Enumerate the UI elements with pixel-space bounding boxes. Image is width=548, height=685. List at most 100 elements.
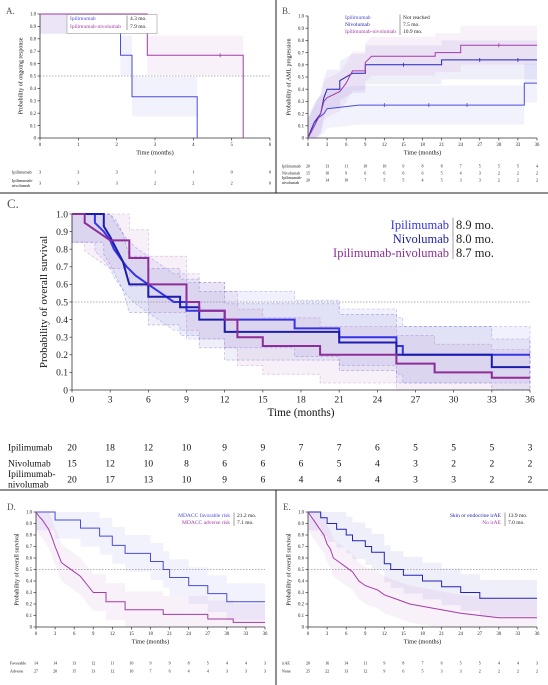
risk-value: 0 [231,169,233,174]
x-axis-title: Time (months) [132,638,169,645]
confidence-band [308,63,537,138]
risk-value: 8 [422,163,424,168]
risk-value: 9 [345,170,347,175]
y-tick-label: 0.2 [298,603,305,608]
risk-value: 4 [245,660,247,665]
x-tick-label: 1 [77,143,80,148]
risk-value: 2 [192,180,194,185]
risk-value: 13 [344,668,348,673]
y-tick-label: 0.6 [30,62,37,67]
risk-value: 9 [260,443,265,453]
risk-value: 5 [383,177,385,182]
x-tick-label: 12 [382,143,387,148]
risk-value: 16 [325,660,329,665]
x-tick-label: 30 [496,143,501,148]
risk-value: 27 [34,668,38,673]
series-line-1 [307,59,537,139]
risk-value: 6 [260,459,265,469]
risk-value: 5 [489,443,494,453]
risk-value: 14 [34,660,38,665]
risk-value: 10 [129,668,133,673]
y-tick-label: 0.5 [30,75,37,80]
x-tick-label: 21 [334,396,344,406]
x-tick-label: 24 [458,143,463,148]
y-tick-label: 0.8 [298,39,305,44]
risk-value: 5 [451,443,456,453]
legend-value-0: 13.9 mo. [508,513,528,519]
legend-label-1: Ipilimumab-nivolumab [70,24,121,30]
x-tick-label: 15 [129,632,134,637]
risk-value: 4 [517,660,519,665]
risk-value: 6 [222,459,227,469]
y-tick-label: 0.4 [30,87,37,92]
risk-value: 4 [207,668,209,673]
y-tick-label: 0.9 [56,228,68,238]
risk-value: 9 [222,475,227,485]
risk-value: 3 [413,475,418,485]
risk-value: 3 [77,169,79,174]
risk-value: 20 [53,668,57,673]
risk-value: 3 [77,180,79,185]
panel-e: E.0 3 6 9 12 15 18 21 24 27 30 33 3600.10.20.30.40.5… [282,502,540,673]
risk-row-label: Ipilimumab [12,169,32,174]
x-tick-label: 0 [35,632,38,637]
risk-value: 13 [144,475,154,485]
risk-value: 14 [325,177,329,182]
risk-value: 6 [422,170,424,175]
risk-value: 10 [182,475,192,485]
legend-label-1: Nivolumab [345,22,370,28]
risk-value: 5 [422,668,424,673]
x-tick-label: 15 [401,632,406,637]
legend-value-0: Not reached [403,15,430,21]
x-tick-label: 24 [186,632,191,637]
risk-value: 4 [422,177,424,182]
legend-label-0: Ipilimumab [391,218,449,232]
y-tick-label: 0.9 [26,522,33,527]
y-tick-label: 0.2 [56,351,68,361]
risk-value: 4 [188,668,190,673]
x-tick-label: 27 [411,396,421,406]
series-line-2 [72,213,530,379]
risk-row-label: Ipilimumab- [8,470,56,480]
risk-row-label: Ipilimumab [282,163,301,168]
risk-value: 8 [188,660,190,665]
risk-value: 2 [498,177,500,182]
risk-value: 6 [260,475,265,485]
y-tick-label: 0.5 [298,76,305,81]
y-tick-label: 0 [30,626,33,631]
y-tick-label: 0.9 [298,522,305,527]
x-axis-title: Time (months) [404,638,441,645]
y-tick-label: 0 [302,137,305,142]
risk-value: 3 [479,170,481,175]
x-tick-label: 3 [54,632,57,637]
risk-value: 2 [451,459,456,469]
x-tick-label: 33 [244,632,249,637]
legend-label-0: MDACC favorable risk [178,512,230,519]
risk-value: 0 [269,180,271,185]
legend-label-1: Nivolumab [393,232,449,246]
x-axis-title: Time (months) [404,149,441,156]
legend-label-1: MDACC adverse risk [182,520,230,526]
panel-letter: E. [283,502,291,512]
x-tick-label: 6 [345,632,348,637]
x-tick-label: 9 [184,396,189,406]
x-tick-label: 3 [326,632,329,637]
x-tick-label: 24 [373,396,383,406]
risk-value: 9 [383,660,385,665]
risk-value: 10 [144,459,154,469]
risk-row-label: nivolumab [282,180,299,185]
series-line-1 [72,213,530,369]
x-tick-label: 18 [420,632,425,637]
risk-value: 3 [536,660,538,665]
confidence-band [308,512,537,617]
risk-value: 9 [383,668,385,673]
legend-value-2: 10.9 mo. [403,29,423,35]
risk-value: 12 [144,443,154,453]
risk-value: 22 [325,668,329,673]
y-tick-label: 0.7 [298,51,305,56]
y-tick-label: 0 [34,137,37,142]
risk-value: 2 [536,177,538,182]
y-tick-label: 0.6 [56,281,68,291]
y-tick-label: 0.8 [26,534,33,539]
legend-value-1: 7.0 mo. [508,520,525,526]
